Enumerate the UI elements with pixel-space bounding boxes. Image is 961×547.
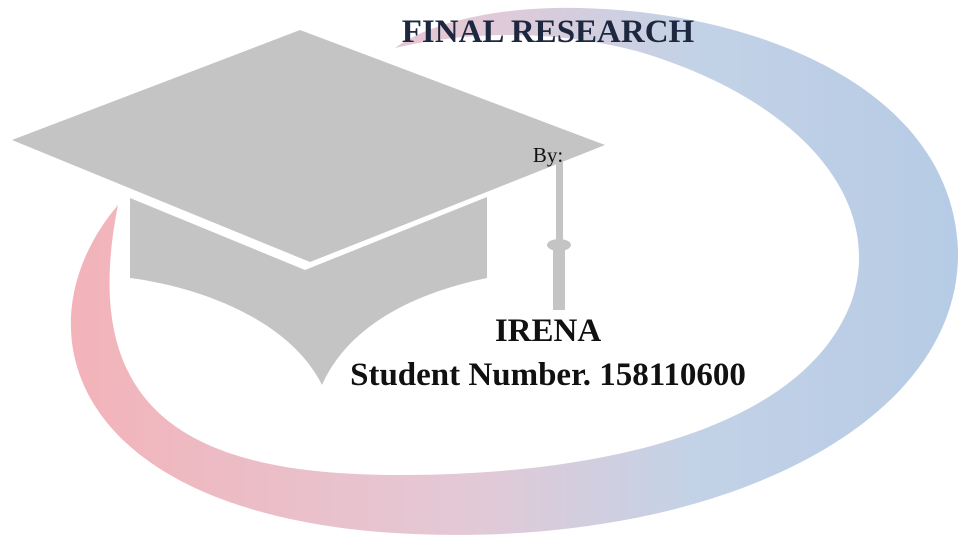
by-label: By: [533, 143, 563, 167]
author-name: IRENA [495, 313, 602, 349]
title: FINAL RESEARCH [402, 14, 695, 50]
cover: FINAL RESEARCH By: IRENA Student Number.… [0, 0, 961, 547]
page: FINAL RESEARCH By: IRENA Student Number.… [0, 0, 961, 547]
student-number: Student Number. 158110600 [350, 357, 746, 393]
